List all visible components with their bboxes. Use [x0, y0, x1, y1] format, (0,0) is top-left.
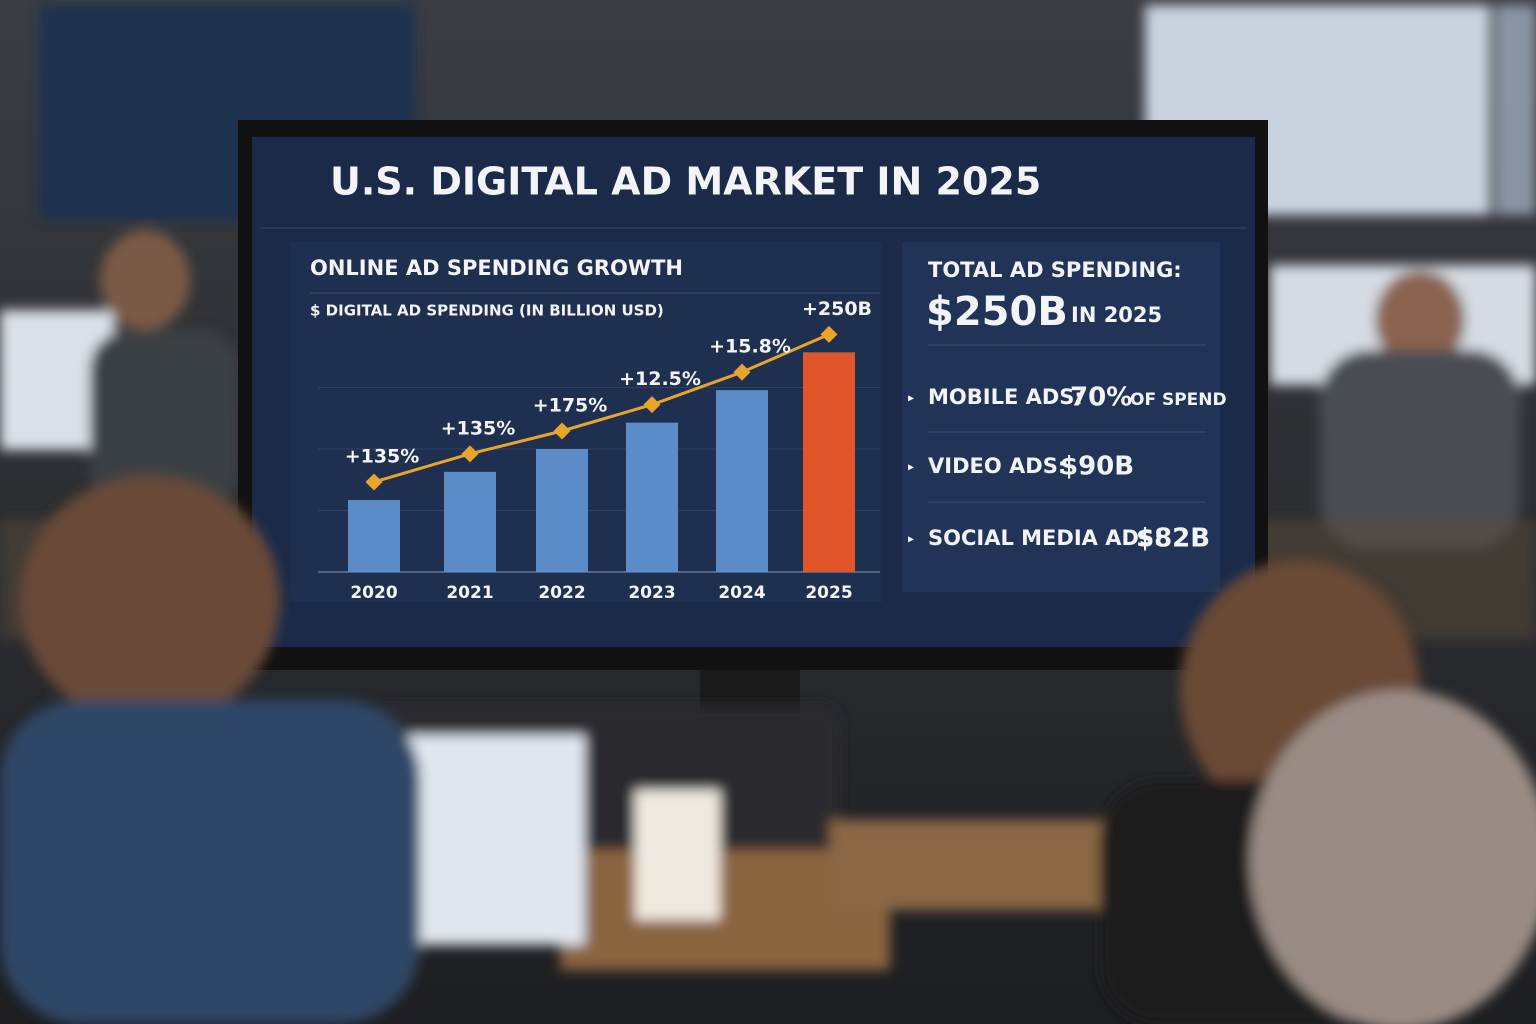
panel-total: $250B [926, 289, 1068, 335]
bar [716, 390, 768, 572]
point-label: +135% [441, 417, 516, 439]
trend-point [553, 422, 571, 440]
x-tick-label: 2022 [538, 583, 585, 603]
panel-heading: TOTAL AD SPENDING: [928, 258, 1182, 282]
trend-point [461, 445, 479, 463]
bullet: ▸ [908, 460, 914, 474]
bar [444, 471, 496, 572]
item-note: OF SPEND [1130, 390, 1227, 410]
trend-point [733, 363, 751, 381]
item-label: VIDEO ADS: [928, 454, 1066, 478]
item-label: SOCIAL MEDIA ADS: [928, 526, 1162, 550]
x-tick-label: 2023 [628, 583, 675, 603]
bar [536, 449, 588, 572]
trend-point [365, 473, 383, 491]
bullet: ▸ [908, 391, 914, 405]
item-value: 70% [1070, 383, 1132, 413]
stats-panel [902, 242, 1220, 592]
panel-total-note: IN 2025 [1071, 303, 1162, 327]
point-label: +12.5% [619, 368, 701, 390]
person [0, 700, 420, 1024]
wall-monitor [1495, 5, 1536, 215]
point-label: +175% [533, 395, 608, 417]
person [1250, 690, 1536, 1024]
trend-point [643, 396, 661, 414]
coffee-cup [635, 790, 720, 920]
point-label: +135% [345, 445, 420, 467]
point-label: +250B [802, 298, 872, 320]
point-label: +15.8% [709, 336, 791, 358]
bar [626, 422, 678, 572]
person [90, 330, 240, 510]
trend-point [820, 325, 838, 343]
x-tick-label: 2020 [350, 583, 397, 603]
bar [803, 352, 855, 572]
x-tick-label: 2021 [446, 583, 493, 603]
screen-title: U.S. DIGITAL AD MARKET IN 2025 [330, 160, 1041, 204]
bullet: ▸ [908, 532, 914, 546]
person [100, 230, 190, 330]
item-label: MOBILE ADS: [928, 385, 1083, 409]
person [20, 475, 280, 725]
bar [348, 499, 400, 572]
person [1375, 270, 1465, 370]
trend-line [373, 332, 830, 484]
foreground-blur [0, 475, 1536, 1024]
x-tick-label: 2025 [805, 583, 852, 603]
person [1320, 350, 1520, 550]
bar-chart: 2020 2021 2022 2023 2024 2025 +135% +135% +175% +… [318, 298, 880, 603]
chart-title: ONLINE AD SPENDING GROWTH [310, 256, 683, 280]
x-tick-label: 2024 [718, 583, 765, 603]
item-value: $90B [1060, 452, 1134, 482]
chart-subtitle: $ DIGITAL AD SPENDING (IN BILLION USD) [310, 302, 664, 320]
item-value: $82B [1136, 524, 1210, 554]
